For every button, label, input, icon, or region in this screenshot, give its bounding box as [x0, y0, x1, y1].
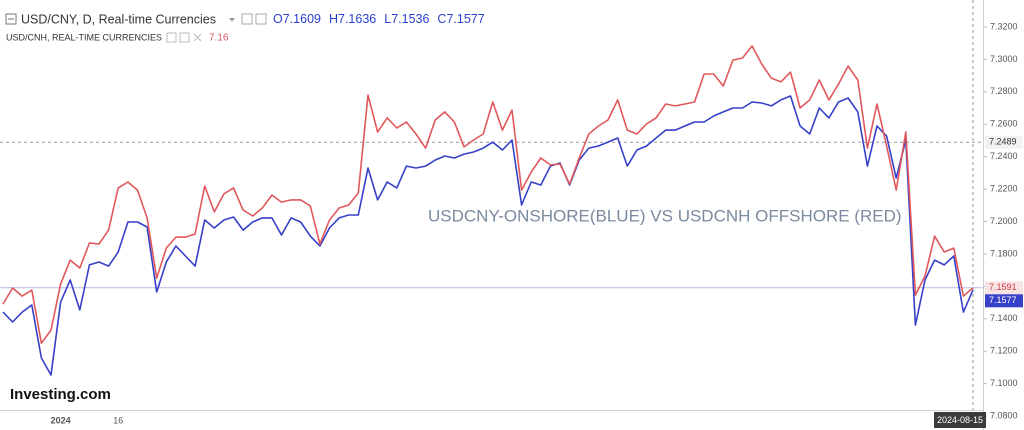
y-tick-label: 7.2800 — [990, 86, 1018, 96]
annotation: USDCNY-ONSHORE(BLUE) VS USDCNH OFFSHORE … — [428, 206, 902, 225]
ohlc-value: 7.1609 — [283, 12, 321, 26]
y-tick-label: 7.2600 — [990, 119, 1018, 129]
y-tick-label: 7.3000 — [990, 54, 1018, 64]
subtitle-value: 7.16 — [209, 33, 229, 44]
ohlc-label: O — [273, 12, 283, 26]
hide-icon[interactable] — [255, 13, 267, 25]
x-tick-label: 16 — [113, 415, 123, 425]
crosshair-price-box — [985, 135, 1023, 149]
ohlc-label: C — [437, 12, 446, 26]
y-tick-label: 7.1200 — [990, 346, 1018, 356]
cnh-last-price-box — [985, 281, 1023, 295]
cnh-last-price: 7.1591 — [989, 282, 1017, 292]
y-tick-label: 7.1000 — [990, 378, 1018, 388]
ohlc-item: H7.1636 — [329, 12, 376, 26]
ohlc-value: 7.1636 — [338, 12, 376, 26]
crosshair-date-box — [934, 412, 986, 428]
ohlc-item: L7.1536 — [384, 12, 429, 26]
ohlc-label: H — [329, 12, 338, 26]
settings-icon[interactable] — [241, 13, 253, 25]
cny-last-price: 7.1577 — [989, 295, 1017, 305]
cny-last-price-box — [985, 294, 1023, 308]
logo: Investing.com — [10, 386, 111, 403]
x-tick-label: 2024 — [51, 415, 71, 425]
hide-icon[interactable] — [179, 32, 190, 43]
y-tick-label: 7.1800 — [990, 248, 1018, 258]
ohlc-value: 7.1577 — [446, 12, 484, 26]
ohlc-values: O7.1609 H7.1636 L7.1536 C7.1577 — [273, 12, 485, 26]
y-tick-label: 7.2400 — [990, 151, 1018, 161]
collapse-icon[interactable] — [5, 13, 17, 25]
y-tick-label: 7.1400 — [990, 313, 1018, 323]
y-tick-label: 7.0800 — [990, 410, 1018, 420]
y-tick-label: 7.2200 — [990, 183, 1018, 193]
y-tick-label: 7.3200 — [990, 21, 1018, 31]
remove-icon[interactable] — [193, 33, 202, 42]
subtitle: USD/CNH, REAL-TIME CURRENCIES — [6, 32, 162, 42]
ohlc-item: C7.1577 — [437, 12, 484, 26]
y-tick-label: 7.2000 — [990, 216, 1018, 226]
caret[interactable] — [229, 18, 235, 22]
chart-title: USD/CNY, D, Real-time Currencies — [21, 12, 216, 26]
series-line — [2, 45, 974, 344]
series-line — [2, 95, 974, 376]
ohlc-item: O7.1609 — [273, 12, 321, 26]
crosshair-price: 7.2489 — [989, 137, 1017, 147]
settings-icon[interactable] — [166, 32, 177, 43]
ohlc-value: 7.1536 — [391, 12, 429, 26]
plot-area — [0, 0, 983, 410]
ohlc-label: L — [384, 12, 391, 26]
crosshair-date: 2024-08-15 — [937, 415, 983, 425]
